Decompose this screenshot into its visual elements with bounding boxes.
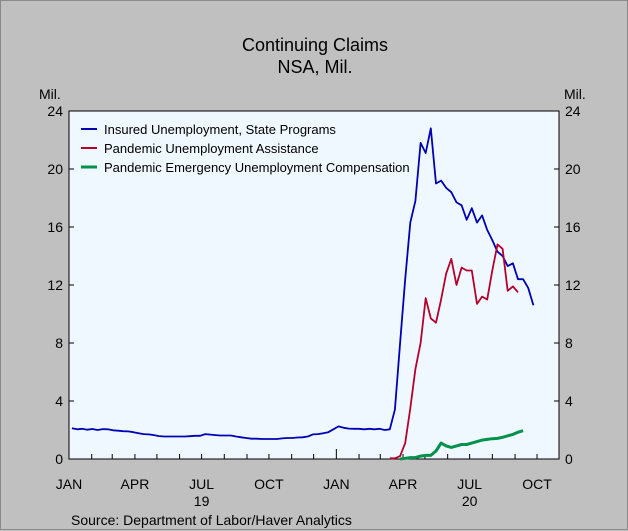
y-tick-label-left: 16 xyxy=(47,219,63,235)
y-tick-label-right: 20 xyxy=(565,161,581,177)
y-tick-label-right: 24 xyxy=(565,103,581,119)
y-tick-label-right: 4 xyxy=(565,393,573,409)
x-tick-label: OCT xyxy=(254,476,284,492)
chart-subtitle: NSA, Mil. xyxy=(277,57,352,77)
x-tick-label: APR xyxy=(121,476,150,492)
right-unit-label: Mil. xyxy=(564,86,586,102)
y-tick-label-right: 12 xyxy=(565,277,581,293)
y-tick-label-left: 8 xyxy=(55,335,63,351)
x-year-label: 19 xyxy=(194,493,210,509)
y-tick-label-left: 20 xyxy=(47,161,63,177)
y-tick-label-left: 12 xyxy=(47,277,63,293)
legend-label: Pandemic Unemployment Assistance xyxy=(104,141,319,156)
chart-frame: Continuing Claims NSA, Mil. Mil. Mil. 0 4… xyxy=(0,0,628,530)
y-tick-label-right: 16 xyxy=(565,219,581,235)
y-tick-label-right: 8 xyxy=(565,335,573,351)
legend-label: Insured Unemployment, State Programs xyxy=(104,122,336,137)
y-tick-label-right: 0 xyxy=(565,451,573,467)
x-tick-label: APR xyxy=(389,476,418,492)
x-tick-label: JAN xyxy=(323,476,349,492)
legend-label: Pandemic Emergency Unemployment Compensa… xyxy=(104,160,410,175)
y-tick-label-left: 24 xyxy=(47,103,63,119)
y-tick-label-left: 4 xyxy=(55,393,63,409)
chart-title: Continuing Claims xyxy=(242,35,388,55)
continuing-claims-chart: Continuing Claims NSA, Mil. Mil. Mil. 0 4… xyxy=(1,1,628,531)
x-tick-label: JUL xyxy=(189,476,214,492)
y-tick-label-left: 0 xyxy=(55,451,63,467)
x-year-label: 20 xyxy=(462,493,478,509)
left-unit-label: Mil. xyxy=(39,86,61,102)
x-tick-label: JAN xyxy=(56,476,82,492)
x-tick-label: JUL xyxy=(457,476,482,492)
x-tick-label: OCT xyxy=(522,476,552,492)
source-note: Source: Department of Labor/Haver Analyt… xyxy=(71,512,352,528)
